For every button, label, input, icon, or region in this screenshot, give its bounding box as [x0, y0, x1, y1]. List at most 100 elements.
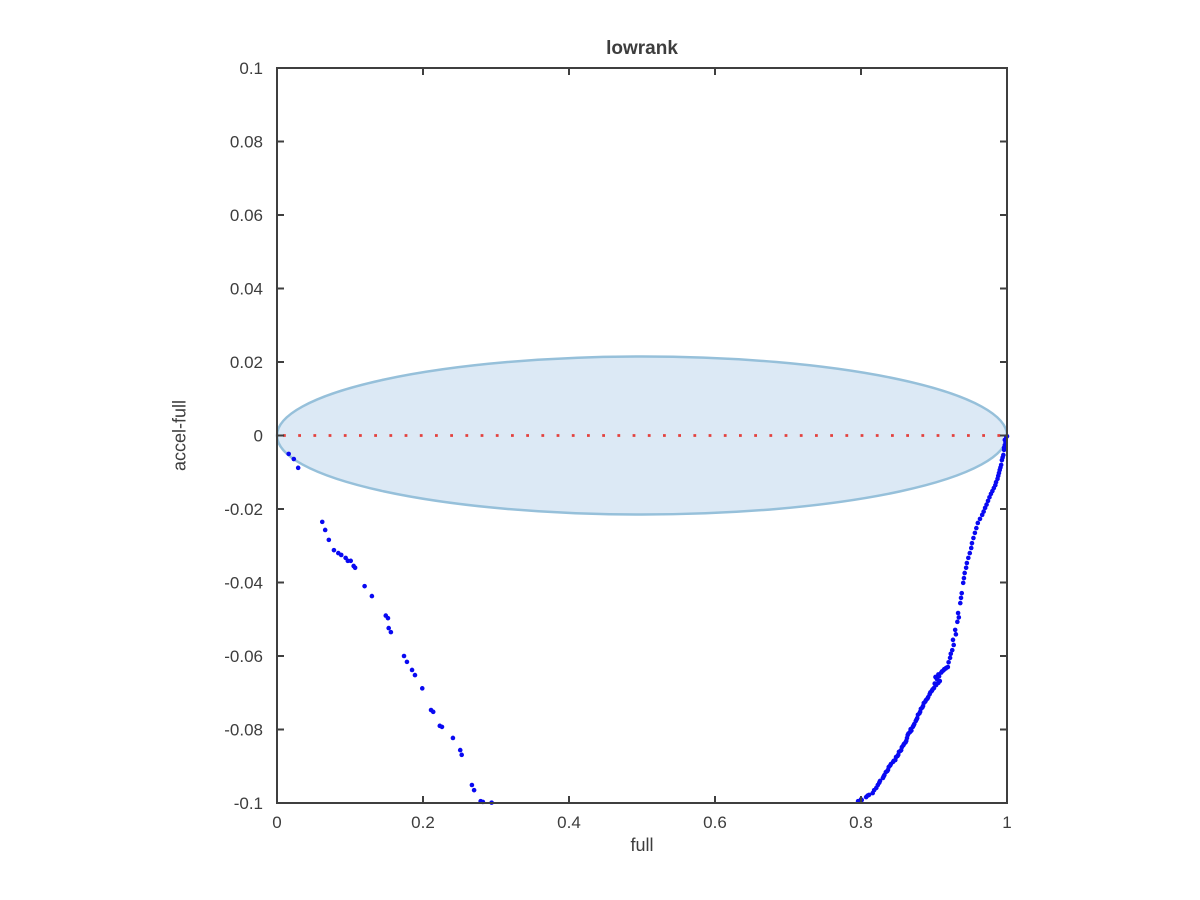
x-tick-label: 1	[1002, 813, 1011, 832]
data-point	[952, 627, 958, 633]
data-point	[450, 735, 456, 741]
data-point	[962, 570, 967, 576]
data-point	[898, 748, 903, 754]
data-point	[291, 456, 297, 462]
data-point	[326, 537, 332, 543]
data-point	[944, 665, 949, 671]
data-point	[964, 560, 970, 566]
data-point	[295, 465, 301, 471]
data-point	[971, 535, 976, 541]
data-point	[412, 672, 418, 678]
y-tick-label: -0.08	[224, 721, 263, 740]
data-point	[906, 731, 911, 736]
x-tick-label: 0.8	[849, 813, 873, 832]
data-point	[895, 753, 900, 759]
chart-title: lowrank	[606, 38, 678, 59]
data-point	[430, 709, 436, 715]
data-point	[990, 488, 995, 494]
data-point	[948, 651, 954, 657]
data-point	[957, 600, 963, 606]
y-tick-label: -0.06	[224, 647, 263, 666]
data-point	[974, 525, 979, 531]
data-point	[409, 667, 415, 673]
series-right-branch	[855, 433, 1010, 804]
data-point	[471, 787, 477, 793]
data-point	[977, 516, 983, 522]
data-point	[958, 595, 964, 601]
data-point	[925, 696, 930, 701]
data-point	[975, 520, 981, 526]
data-point	[969, 540, 975, 546]
x-tick-label: 0.4	[557, 813, 581, 832]
data-point	[961, 575, 967, 581]
data-point	[960, 580, 966, 586]
data-point	[911, 723, 916, 728]
data-point	[953, 632, 959, 637]
data-point	[369, 593, 375, 599]
x-tick-label: 0	[272, 813, 281, 832]
y-tick-label: 0.06	[230, 206, 263, 225]
data-point	[936, 673, 942, 679]
data-point	[331, 547, 337, 553]
data-point	[987, 494, 992, 500]
data-point	[917, 711, 922, 716]
data-point	[968, 545, 974, 551]
data-point	[946, 659, 951, 665]
x-axis-label: full	[630, 835, 654, 855]
data-point	[469, 782, 475, 788]
data-point	[972, 530, 978, 536]
y-tick-label: 0.04	[230, 280, 263, 299]
x-tick-label: 0.2	[411, 813, 435, 832]
data-point	[967, 550, 973, 556]
data-point	[1001, 445, 1007, 450]
tolerance-ellipse	[275, 355, 1009, 516]
data-point	[388, 629, 394, 635]
data-point	[884, 768, 890, 774]
data-point	[881, 774, 886, 779]
series-left-branch	[286, 451, 494, 805]
data-point	[981, 509, 986, 514]
data-point	[1000, 455, 1005, 460]
data-point	[404, 659, 410, 665]
data-point	[887, 763, 893, 768]
y-axis-label: accel-full	[169, 399, 190, 472]
data-point	[993, 482, 998, 488]
data-point	[457, 747, 463, 753]
data-point	[959, 590, 965, 596]
data-point	[930, 687, 935, 692]
y-tick-label: 0.08	[230, 133, 263, 152]
data-point	[932, 681, 938, 686]
data-point	[995, 476, 1000, 482]
y-tick-label: -0.1	[234, 794, 263, 813]
data-point	[966, 555, 971, 561]
data-point	[871, 787, 877, 793]
data-point	[914, 717, 919, 722]
y-tick-label: 0.1	[239, 59, 263, 78]
data-point	[348, 558, 354, 564]
x-tick-label: 0.6	[703, 813, 727, 832]
data-point	[286, 451, 291, 457]
data-point	[947, 655, 953, 661]
data-point	[338, 552, 344, 558]
data-point	[865, 793, 870, 798]
y-tick-label: -0.04	[224, 574, 263, 593]
data-point	[950, 637, 956, 643]
data-point	[985, 498, 991, 504]
data-point	[876, 780, 882, 786]
data-point	[996, 470, 1002, 476]
data-point	[949, 647, 955, 653]
data-point	[362, 583, 367, 589]
y-tick-label: -0.02	[224, 500, 263, 519]
data-point	[439, 724, 445, 730]
y-tick-label: 0	[254, 427, 263, 446]
data-point	[998, 465, 1003, 470]
data-point	[951, 642, 957, 648]
data-point	[322, 527, 328, 533]
data-point	[963, 565, 969, 571]
data-point	[903, 740, 908, 745]
data-point	[984, 502, 989, 507]
data-point	[955, 610, 961, 616]
data-point	[386, 625, 391, 631]
